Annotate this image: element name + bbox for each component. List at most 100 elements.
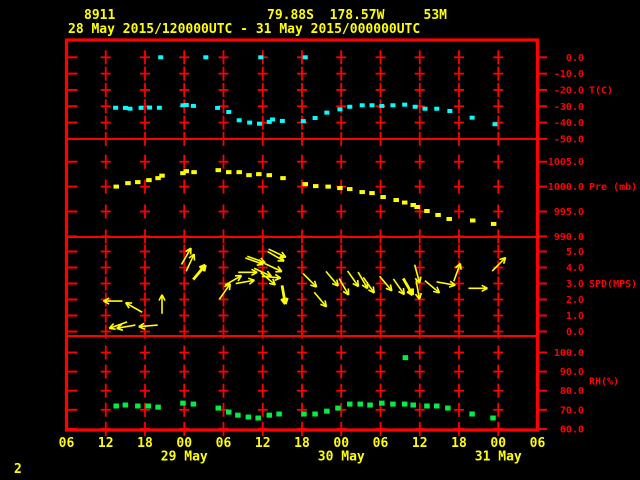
chart-element (362, 276, 375, 294)
temperature-point (347, 104, 353, 109)
wind-arrow (264, 262, 283, 273)
chart-element (116, 323, 123, 329)
chart-element (357, 271, 369, 289)
chart-element (481, 284, 488, 290)
humidity-outlier-point (402, 355, 409, 361)
y-tick-label: 70.0 (560, 405, 584, 416)
humidity-point (312, 411, 318, 417)
chart-element (272, 278, 276, 286)
chart-element (109, 327, 116, 330)
temperature-point (300, 119, 306, 124)
temperature-point (492, 122, 498, 127)
wind-arrow (103, 297, 123, 305)
chart-element (277, 265, 283, 273)
temperature-point (147, 105, 153, 110)
chart-element (342, 290, 350, 296)
chart-element (188, 253, 195, 259)
chart-element (228, 283, 232, 291)
wind-arrow (124, 301, 143, 313)
chart-element (260, 257, 266, 264)
chart-element (251, 268, 258, 274)
x-tick-label: 12 (255, 436, 271, 451)
y-tick-label: 4.0 (566, 263, 584, 274)
chart-element (202, 264, 207, 272)
temperature-point (324, 110, 330, 115)
chart-element (424, 279, 440, 294)
chart-element (432, 290, 440, 294)
temperature-point (369, 103, 375, 108)
y-tick-label: 0.0 (566, 327, 584, 338)
y-tick-label: 1000.0 (548, 182, 584, 193)
humidity-point (490, 415, 496, 421)
y-tick-label: -30.0 (554, 102, 584, 113)
wind-arrow (325, 270, 339, 287)
plot-borders (64, 38, 540, 432)
chart-element (266, 270, 272, 277)
wind-arrow (247, 255, 266, 265)
chart-element (502, 257, 507, 265)
wind-arrow (436, 280, 456, 288)
y-tick-label: 1005.0 (548, 157, 584, 168)
temperature-point (379, 103, 385, 108)
chart-element (325, 270, 339, 287)
chart-element (368, 289, 375, 294)
pressure-point (125, 181, 131, 186)
pressure-point (469, 218, 476, 223)
wind-arrow (280, 285, 289, 305)
chart-element (264, 262, 283, 273)
chart-element (281, 251, 287, 258)
wind-arrow (267, 250, 285, 262)
temperature-point (312, 116, 318, 121)
temperature-point (412, 104, 418, 109)
humidity-point (255, 415, 261, 421)
chart-element (279, 255, 285, 262)
wind-arrow (424, 279, 441, 294)
chart-element (449, 280, 456, 286)
temperature-point (138, 105, 144, 110)
x-tick-label: 00 (333, 436, 349, 451)
x-tick-label: 06 (373, 436, 389, 451)
x-tick-label: 00 (176, 436, 192, 451)
humidity-point (180, 400, 186, 406)
chart-element (413, 264, 421, 284)
y-tick-label: 990.0 (554, 232, 584, 243)
pressure-point (280, 176, 286, 181)
humidity-point (113, 403, 119, 409)
chart-element (414, 277, 421, 284)
chart-element (138, 324, 158, 328)
humidity-point (367, 402, 373, 408)
y-tick-label: -10.0 (554, 69, 584, 80)
temperature-point (180, 103, 186, 108)
pressure-point (155, 176, 161, 181)
pressure-point (424, 209, 430, 214)
chart-element (372, 286, 375, 293)
x-tick-label: 06 (530, 436, 546, 451)
x-tick-label: 06 (216, 436, 232, 451)
temperature-point (266, 119, 272, 124)
humidity-point (434, 403, 440, 409)
y-tick-label: -20.0 (554, 85, 584, 96)
temperature-flag-point (258, 55, 264, 60)
y-tick-label: 5.0 (566, 247, 584, 258)
wind-arrow (392, 278, 406, 296)
x-tick-label: 12 (412, 436, 428, 451)
wind-arrows (103, 247, 507, 332)
chart-element (453, 263, 462, 282)
temperature-point (183, 102, 189, 107)
humidity-point (445, 405, 451, 411)
wind-arrow (313, 291, 328, 308)
wind-arrow (108, 321, 128, 330)
temperature-point (279, 118, 285, 123)
pressure-point (266, 173, 273, 178)
pressure-point (414, 205, 420, 210)
chart-element (338, 278, 350, 296)
x-tick-label: 12 (98, 436, 114, 451)
humidity-series (113, 355, 496, 421)
chart-element (224, 283, 231, 288)
chart-element (103, 297, 110, 302)
pressure-point (302, 182, 309, 187)
humidity-point (155, 404, 161, 410)
humidity-point (347, 401, 353, 407)
temperature-point (215, 105, 221, 110)
